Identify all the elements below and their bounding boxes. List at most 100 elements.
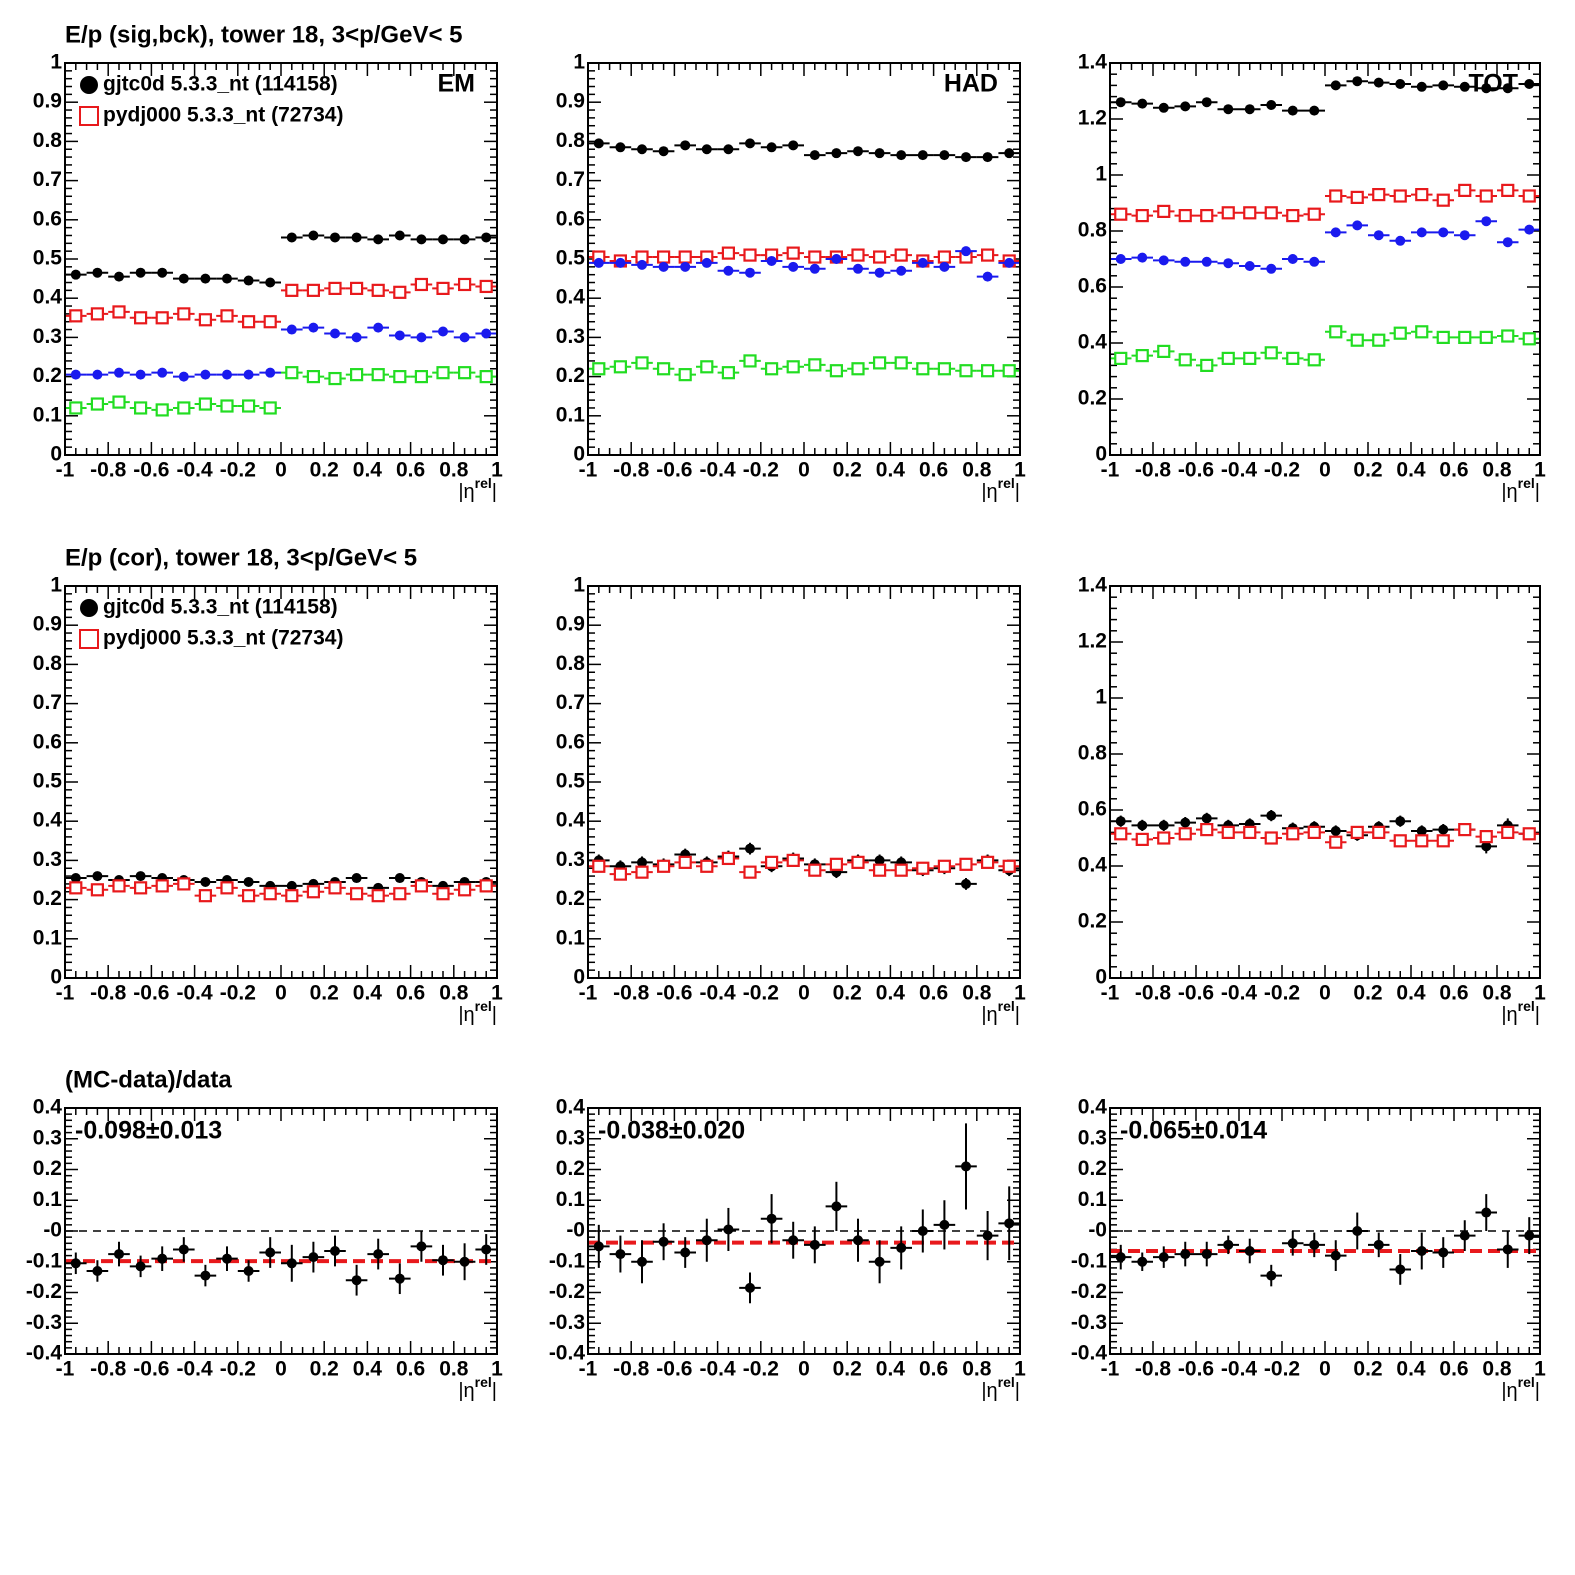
x-tick-label: 1 [491,1358,503,1381]
x-tick-label: 0 [1319,1358,1331,1381]
marker [766,142,777,153]
marker [265,277,276,288]
marker [1004,1218,1015,1229]
marker [222,369,232,380]
x-tick-label: 1 [1014,459,1026,482]
marker [980,248,995,262]
marker [1178,209,1192,223]
y-tick-label: 0.3 [556,325,585,348]
marker [351,1275,362,1286]
x-axis-label-close: | [1015,1004,1020,1026]
marker [1221,351,1235,365]
marker [593,257,604,268]
plot-frame [64,585,498,979]
marker [593,138,604,149]
x-tick-label: 0.2 [1353,459,1382,482]
marker [917,257,928,268]
x-tick-label: 0 [798,459,810,482]
marker [1329,189,1343,203]
x-tick-label: -0.2 [220,982,256,1005]
y-tick-label: 0.2 [1078,910,1107,933]
marker [1373,77,1384,88]
x-tick-label: 0.8 [962,982,992,1005]
marker [1416,826,1427,836]
y-tick-label: 0.2 [33,1157,62,1180]
marker [959,364,973,378]
x-tick-label: 0 [275,459,287,482]
marker [1481,1207,1492,1218]
x-tick-label: 0.4 [1396,982,1426,1005]
marker [285,283,299,297]
marker [1502,83,1513,94]
x-tick-label: -1 [579,1358,598,1381]
x-tick-label: -0.2 [1264,982,1300,1005]
marker [135,1261,146,1272]
x-tick-label: 0.8 [439,1358,469,1381]
marker [220,881,234,895]
marker [112,395,126,409]
marker [723,1224,734,1235]
y-tick-label: 1 [50,574,62,597]
marker [436,887,450,901]
x-tick-label: -0.6 [656,1358,692,1381]
marker [1180,817,1191,828]
marker [286,880,297,891]
x-axis-label-sup: rel [998,475,1015,491]
marker [285,889,299,903]
marker [1373,230,1384,241]
x-tick-label: -0.4 [1221,459,1258,482]
marker [92,369,103,380]
marker [308,322,319,333]
marker [1330,1250,1341,1261]
marker [1438,1247,1449,1258]
marker [242,399,256,413]
marker [1416,81,1427,92]
panel-title: (MC-data)/data [65,1066,232,1093]
y-tick-label: 0.4 [33,286,63,309]
x-tick-label: -0.2 [743,1358,779,1381]
marker [1438,824,1449,835]
marker [220,309,234,323]
y-tick-label: 0.2 [33,887,62,910]
marker [1286,827,1300,841]
marker [982,271,993,282]
marker [1243,825,1257,840]
x-tick-label: 0.6 [1439,982,1468,1005]
marker [90,397,105,411]
marker [1266,263,1277,274]
plot-frame [587,585,1021,979]
x-tick-label: 0.8 [1482,1358,1512,1381]
legend-label: pydj000 5.3.3_nt (72734) [103,627,343,650]
x-tick-label: 0.6 [396,459,425,482]
marker [263,401,277,415]
x-tick-label: -0.4 [700,982,737,1005]
marker [114,1249,124,1260]
x-tick-label: 0.4 [876,1358,906,1381]
x-tick-label: -1 [1101,459,1120,482]
marker [1352,1226,1363,1236]
marker [1115,254,1126,264]
x-tick-label: 0.2 [833,1358,862,1381]
marker [874,1256,885,1267]
x-tick-label: 0.4 [1396,459,1426,482]
marker [723,265,734,276]
marker [613,867,628,881]
marker [414,277,428,292]
marker [393,285,407,299]
marker [788,1235,799,1246]
y-tick-label: -0.1 [549,1249,586,1272]
marker [373,234,384,245]
x-axis-label-base: |η [1501,481,1517,503]
x-tick-label: -0.8 [90,982,127,1005]
panel-title: E/p (sig,bck), tower 18, 3<p/GeV< 5 [65,21,462,48]
marker [70,369,81,380]
marker [394,873,405,884]
x-tick-label: -0.4 [700,1358,737,1381]
marker [222,273,232,284]
x-tick-label: 0.8 [962,1358,992,1381]
marker [1352,76,1363,87]
marker [745,843,755,854]
marker [635,865,649,879]
marker [637,857,647,868]
marker [459,1256,470,1267]
